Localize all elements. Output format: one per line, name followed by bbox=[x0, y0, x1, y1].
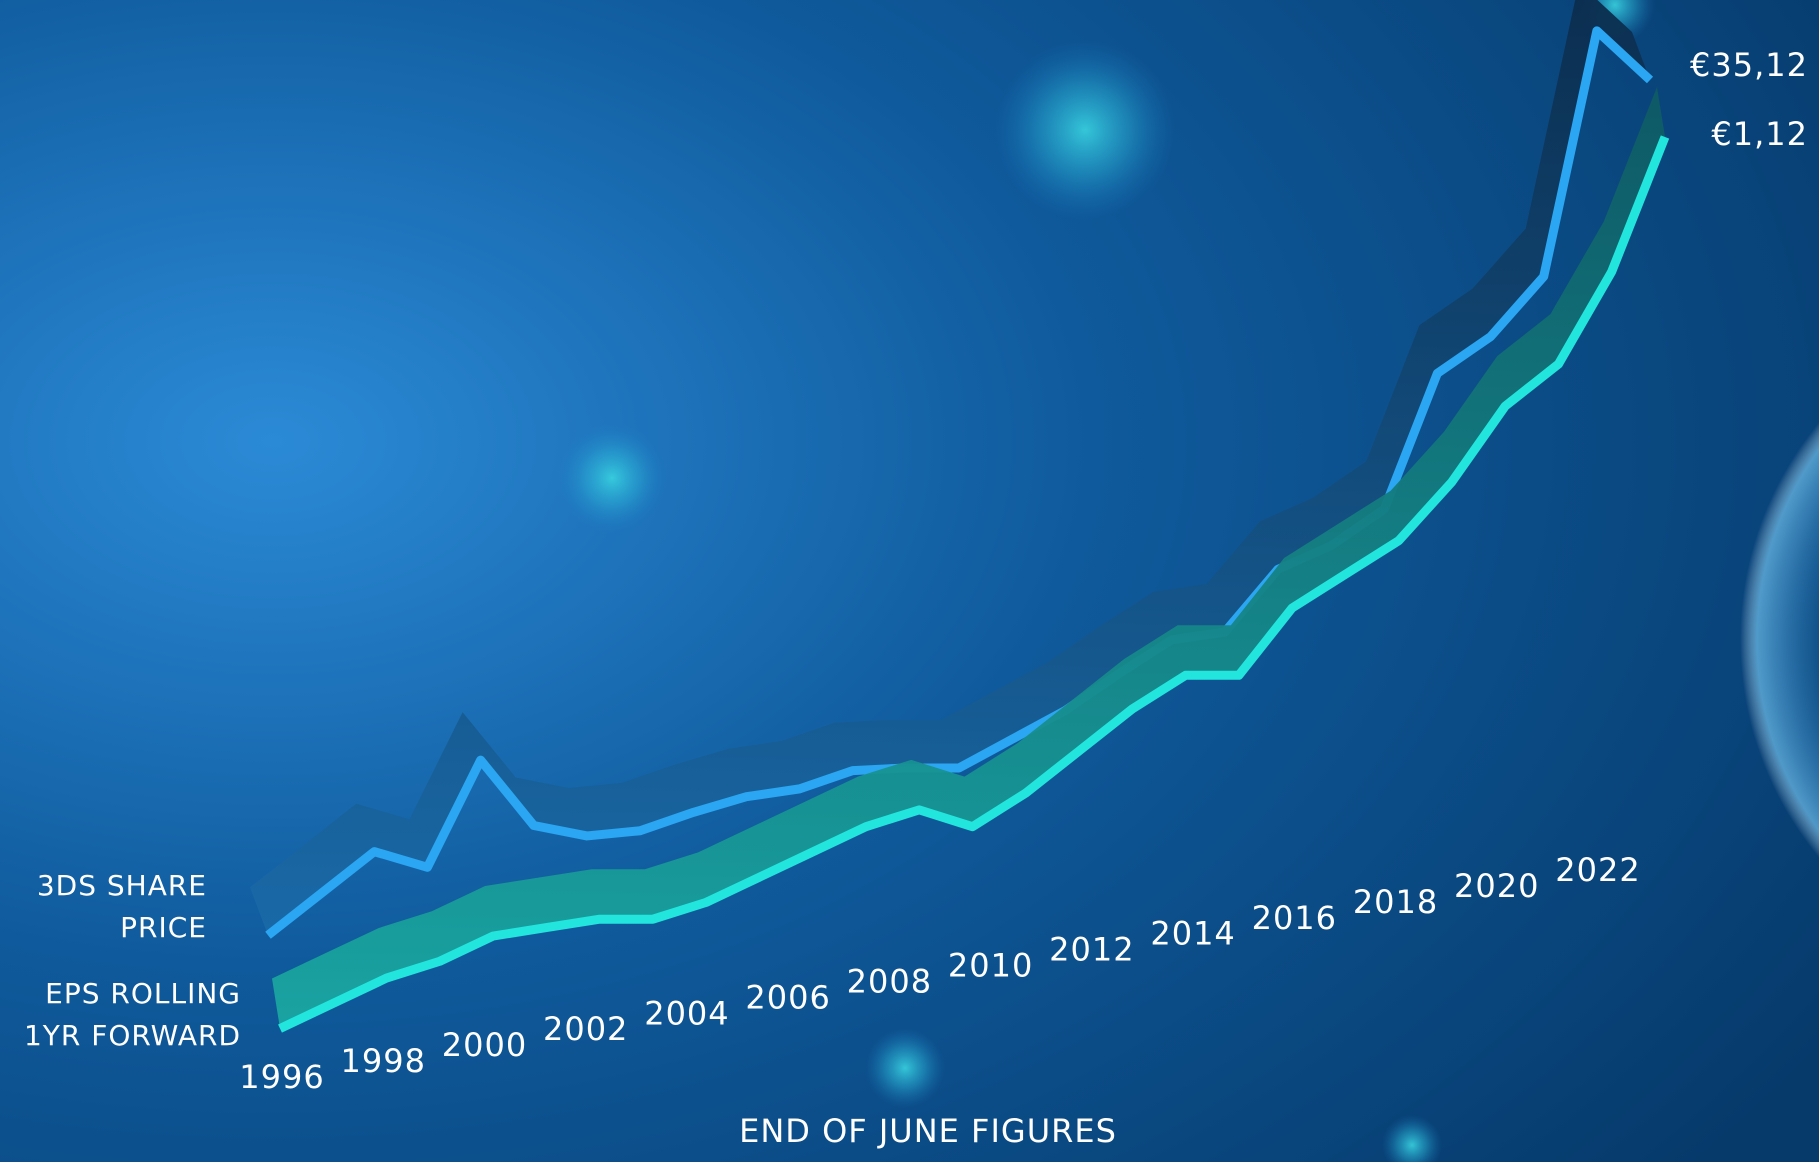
page: €35,123DS SHAREPRICE€1,12EPS ROLLING1YR … bbox=[0, 0, 1819, 1162]
end-value-label: €35,12 bbox=[1690, 46, 1808, 84]
x-tick-label: 1998 bbox=[341, 1042, 426, 1080]
x-tick-label: 2020 bbox=[1454, 867, 1539, 905]
x-tick-label: 2006 bbox=[745, 978, 830, 1016]
x-tick-label: 1996 bbox=[239, 1058, 324, 1096]
x-tick-label: 2014 bbox=[1150, 915, 1235, 953]
glow bbox=[865, 1028, 945, 1108]
x-tick-label: 2004 bbox=[644, 994, 729, 1032]
x-tick-label: 2010 bbox=[948, 947, 1033, 985]
x-tick-label: 2008 bbox=[847, 962, 932, 1000]
end-value-label: €1,12 bbox=[1711, 115, 1808, 153]
x-tick-label: 2018 bbox=[1353, 883, 1438, 921]
x-tick-label: 2022 bbox=[1555, 851, 1640, 889]
glow bbox=[995, 40, 1175, 220]
x-tick-label: 2016 bbox=[1252, 899, 1337, 937]
glow bbox=[557, 423, 667, 533]
x-tick-label: 2002 bbox=[543, 1010, 628, 1048]
x-tick-label: 2000 bbox=[442, 1026, 527, 1064]
chart: €35,123DS SHAREPRICE€1,12EPS ROLLING1YR … bbox=[0, 0, 1819, 1162]
x-tick-label: 2012 bbox=[1049, 931, 1134, 969]
x-axis-label: END OF JUNE FIGURES bbox=[739, 1112, 1117, 1150]
